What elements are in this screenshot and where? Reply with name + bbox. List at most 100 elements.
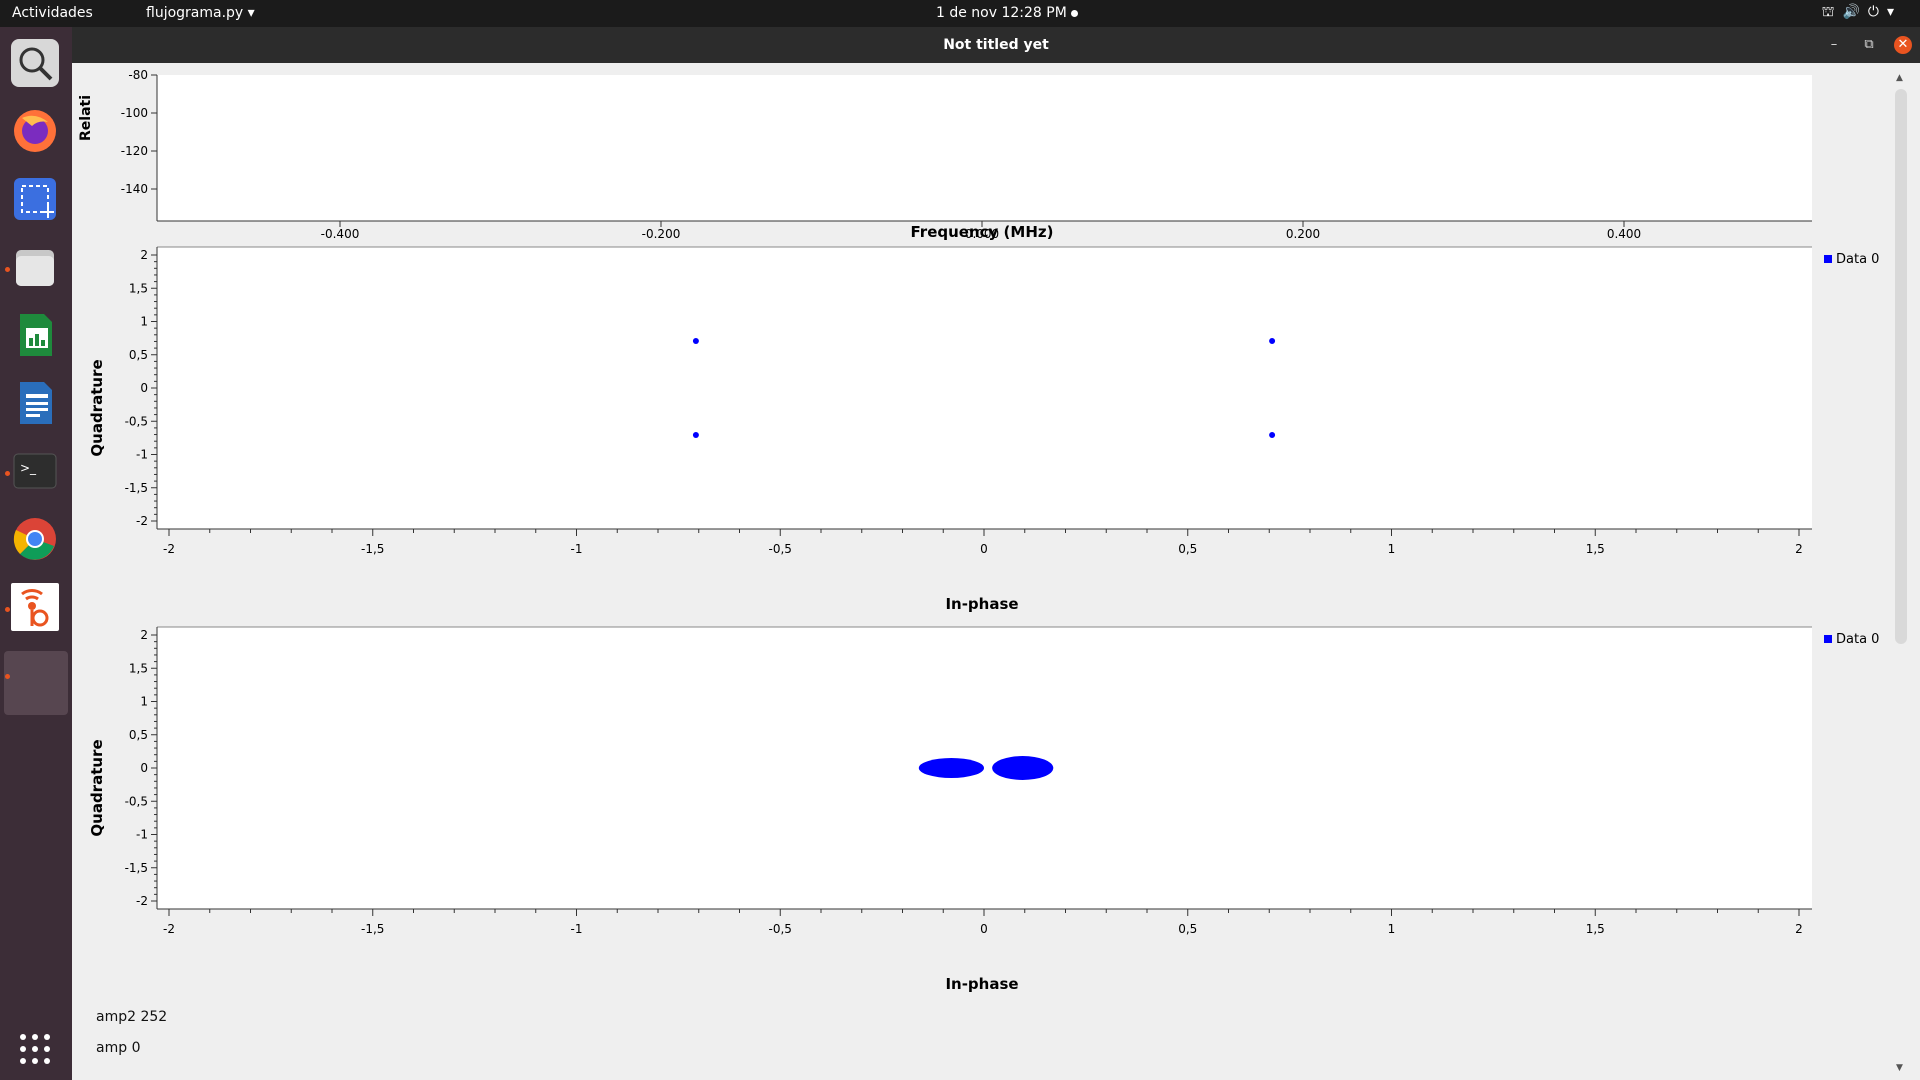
x-tick-label: 1,5 [1586, 922, 1605, 936]
minimize-icon: – [1830, 37, 1838, 52]
network-icon: ⛫ [1821, 4, 1843, 20]
maximize-button[interactable]: ⧉ [1860, 36, 1878, 54]
x-tick-label: -1,5 [361, 922, 384, 936]
close-button[interactable]: ✕ [1894, 36, 1912, 54]
const2-x-label: In-phase [945, 975, 1018, 993]
freq-x-tick-label: -0.200 [642, 227, 681, 241]
y-tick-label: 1 [140, 695, 148, 709]
y-tick-label: 1 [140, 315, 148, 329]
const1-legend-label: Data 0 [1836, 252, 1879, 267]
y-tick-label: 0,5 [129, 728, 148, 742]
show-apps-icon[interactable] [11, 1025, 59, 1073]
vertical-scrollbar[interactable]: ▲ ▼ [1892, 63, 1920, 1080]
close-icon: ✕ [1897, 37, 1909, 52]
amp-value: 0 [131, 1040, 141, 1056]
x-tick-label: 0 [980, 922, 988, 936]
amp-control[interactable]: amp 0 [96, 1040, 140, 1056]
files-icon[interactable] [11, 243, 59, 291]
gnuradio-icon[interactable] [11, 583, 59, 631]
amp2-label: amp2 [96, 1009, 137, 1025]
screenshot-icon[interactable] [11, 175, 59, 223]
y-tick-label: -1,5 [125, 481, 148, 495]
x-tick-label: -1,5 [361, 542, 384, 556]
x-tick-label: -0,5 [769, 922, 792, 936]
x-tick-label: 1,5 [1586, 542, 1605, 556]
freq-x-tick-label: 0.200 [1286, 227, 1320, 241]
restore-icon: ⧉ [1864, 37, 1874, 52]
flowgraph-content: Relati -80 -100 -120 -140 -0.400 -0.200 0.000… [72, 63, 1892, 1080]
data-point [1269, 337, 1276, 344]
x-tick-label: 1 [1388, 542, 1396, 556]
freq-y-tick-label: -140 [121, 182, 148, 196]
y-tick-label: 2 [140, 628, 148, 642]
y-tick-label: -2 [136, 894, 148, 908]
const1-y-label: Quadrature [88, 359, 106, 456]
running-indicator [5, 674, 10, 679]
window-titlebar: Not titled yet – ⧉ ✕ [72, 27, 1920, 63]
top-bar: Actividades flujograma.py ▾ 1 de nov 12:… [0, 0, 1920, 27]
freq-x-label: Frequency (MHz) [911, 223, 1054, 241]
data-cluster [992, 756, 1054, 780]
firefox-icon[interactable] [11, 107, 59, 155]
data-point [692, 337, 699, 344]
y-tick-label: 0 [140, 381, 148, 395]
data-cluster [918, 758, 985, 778]
x-tick-label: 0,5 [1178, 542, 1197, 556]
scroll-up-icon[interactable]: ▲ [1896, 73, 1903, 83]
running-indicator [5, 607, 10, 612]
freq-y-tick-label: -80 [128, 68, 148, 82]
y-tick-label: -1 [136, 828, 148, 842]
data-point [1269, 432, 1276, 439]
y-tick-label: 1,5 [129, 281, 148, 295]
chevron-down-icon: ▾ [1886, 4, 1902, 20]
x-tick-label: 2 [1795, 922, 1803, 936]
notification-dot-icon [1071, 10, 1078, 17]
running-indicator [5, 471, 10, 476]
x-tick-label: -1 [571, 922, 583, 936]
chevron-down-icon: ▾ [247, 5, 255, 21]
amp-label: amp [96, 1040, 128, 1056]
x-tick-label: 2 [1795, 542, 1803, 556]
clock[interactable]: 1 de nov 12:28 PM [936, 5, 1067, 21]
constellation-plot-2[interactable]: 2 1,5 1 0,5 0 -0,5 -1 -1,5 -2 -2 -1,5 -1 -0,5 0 0,5 1 1,… [88, 626, 1879, 993]
y-tick-label: -0,5 [125, 414, 148, 428]
running-indicator [5, 267, 10, 272]
y-tick-label: 2 [140, 248, 148, 262]
x-tick-label: 0 [980, 542, 988, 556]
power-icon: ⏻ [1867, 4, 1887, 20]
amp2-value: 252 [140, 1009, 168, 1025]
const2-legend-label: Data 0 [1836, 632, 1879, 647]
freq-y-tick-label: -120 [121, 144, 148, 158]
app-menu[interactable]: flujograma.py ▾ [146, 5, 255, 21]
x-tick-label: 0,5 [1178, 922, 1197, 936]
search-icon[interactable] [11, 39, 59, 87]
minimize-button[interactable]: – [1825, 36, 1843, 54]
legend-swatch [1824, 255, 1832, 263]
freq-x-tick-label: 0.000 [965, 227, 999, 241]
app-menu-label: flujograma.py [146, 5, 244, 21]
calc-icon[interactable] [11, 311, 59, 359]
terminal-icon[interactable]: >_ [11, 447, 59, 495]
x-tick-label: -2 [163, 922, 175, 936]
legend-swatch [1824, 635, 1832, 643]
scroll-thumb[interactable] [1895, 89, 1907, 644]
y-tick-label: -2 [136, 514, 148, 528]
activities-button[interactable]: Actividades [12, 5, 93, 21]
freq-x-tick-label: -0.400 [321, 227, 360, 241]
freq-y-label: Relati [78, 95, 94, 141]
amp2-control[interactable]: amp2 252 [96, 1009, 167, 1025]
plots-area: Relati -80-100-120-140 -0.400 -0.200 0.000… [78, 68, 1879, 993]
x-tick-label: -2 [163, 542, 175, 556]
x-tick-label: 1 [1388, 922, 1396, 936]
dock: >_ [0, 27, 72, 1080]
y-tick-label: -0,5 [125, 794, 148, 808]
system-menu[interactable]: ⛫🔊⏻▾ [1822, 4, 1902, 22]
chrome-icon[interactable] [11, 515, 59, 563]
constellation-plot-1[interactable]: 2 1,5 1 0,5 0 -0,5 -1 -1,5 -2 -2 -1,5 -1 -0,5 0 0,5 1 1,… [88, 246, 1879, 613]
y-tick-label: 0,5 [129, 348, 148, 362]
scroll-down-icon[interactable]: ▼ [1896, 1063, 1903, 1073]
writer-icon[interactable] [11, 379, 59, 427]
app-window-icon[interactable] [4, 651, 68, 715]
frequency-plot[interactable]: Relati -80 -100 -120 -140 -0.400 -0.200 0.000… [78, 68, 1812, 241]
data-point [692, 432, 699, 439]
